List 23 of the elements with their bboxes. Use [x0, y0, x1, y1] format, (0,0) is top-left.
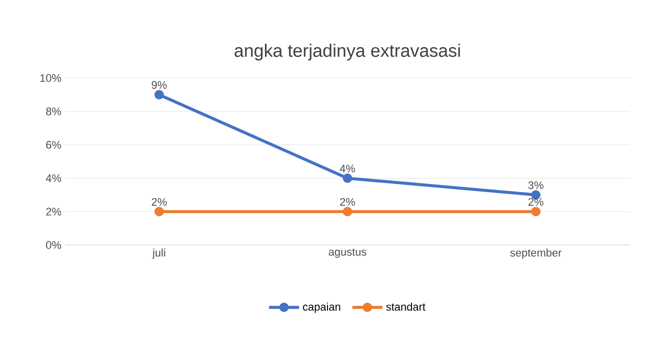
data-label: 2% [340, 198, 356, 206]
y-tick-label: 4% [46, 174, 62, 182]
chart-title: angka terjadinya extravasasi [234, 44, 460, 60]
point [342, 206, 352, 216]
data-label: 2% [152, 198, 167, 206]
point [154, 90, 164, 100]
legend-label: standart [386, 302, 426, 311]
x-tick-label: september [510, 248, 562, 259]
legend-label: capaian [302, 302, 340, 313]
x-tick-label: agustus [328, 248, 366, 258]
point [154, 206, 164, 216]
y-tick-label: 0% [46, 241, 62, 249]
data-label: 2% [528, 198, 544, 206]
data-label: 4% [340, 164, 356, 172]
y-tick-label: 6% [46, 140, 62, 149]
data-label: 9% [152, 81, 167, 89]
y-tick-label: 8% [46, 108, 62, 116]
x-tick-label: juli [152, 248, 166, 259]
point [531, 206, 541, 216]
y-tick-label: 10% [40, 74, 62, 82]
point [342, 174, 352, 183]
data-label: 3% [528, 181, 544, 190]
y-tick-label: 2% [46, 208, 62, 216]
